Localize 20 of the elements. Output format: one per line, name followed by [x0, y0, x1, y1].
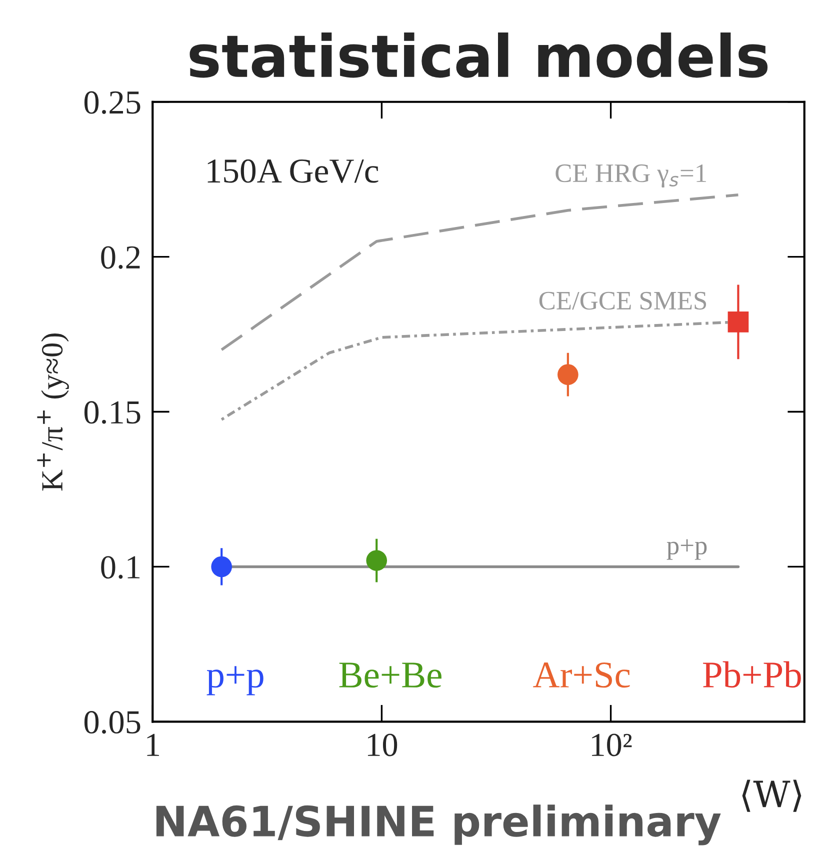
- series-label: CE/GCE SMES: [539, 292, 706, 310]
- y-tick-label: 0.25: [84, 91, 140, 114]
- series-label: p+p: [666, 539, 707, 560]
- x-tick-label: 10²: [592, 734, 632, 756]
- y-tick-label: 0.15: [84, 401, 140, 424]
- text: p+p: [206, 666, 264, 696]
- y-tick-label: 0.05: [84, 711, 140, 734]
- x-tick-label: 10: [368, 734, 398, 756]
- chart-title: statistical models: [190, 32, 768, 78]
- series-label: CE HRG γ$_{s}$=1: [556, 164, 706, 188]
- y-axis-title: K$^{+}$/π$^{+}$ (y≈0): [37, 333, 69, 491]
- text: NA61/SHINE preliminary: [156, 804, 721, 846]
- annotation: 150A GeV/c: [208, 159, 378, 183]
- text: Be+Be: [339, 662, 442, 688]
- y-tick-label: 0.2: [101, 246, 140, 269]
- x-tick-label: 1: [147, 734, 159, 756]
- x-axis-title: ⟨W⟩: [742, 780, 802, 812]
- text: Pb+Pb: [703, 661, 801, 688]
- y-tick-label: 0.1: [101, 556, 140, 579]
- text: Ar+Sc: [533, 662, 630, 688]
